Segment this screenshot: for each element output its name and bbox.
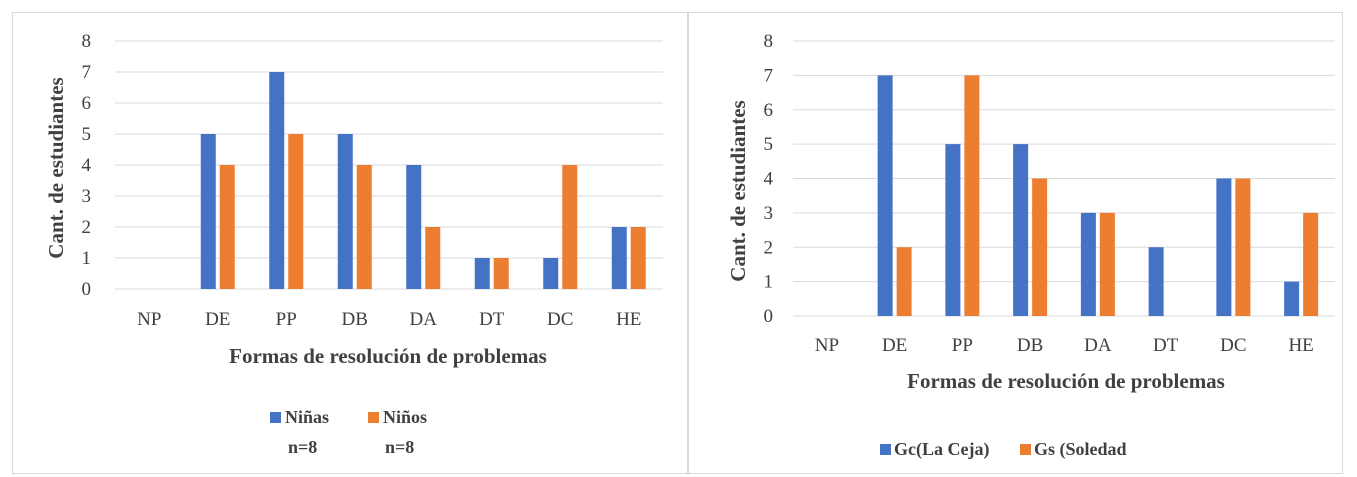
y-axis-title: Cant. de estudiantes (726, 100, 750, 281)
bar-series-2 (356, 165, 372, 289)
y-tick-label: 1 (82, 248, 92, 269)
x-tick-label: NP (137, 309, 161, 330)
chart-right: 0 1 2 3 4 5 6 7 8 NP DE PP DB DA DT DC HE Cant. de estu… (726, 31, 1335, 460)
legend-swatch-series-2 (1020, 444, 1031, 455)
bar-series-1 (1284, 281, 1300, 316)
x-tick-label: DA (410, 309, 438, 330)
x-tick-label: HE (1288, 335, 1313, 356)
legend-swatch-series-2 (368, 412, 379, 423)
bar-series-1 (543, 258, 559, 289)
x-tick-label: DC (547, 309, 573, 330)
x-tick-label: NP (815, 335, 839, 356)
bar-series-2 (1032, 178, 1048, 316)
y-axis-title: Cant. de estudiantes (44, 77, 68, 258)
chart-left: 0 1 2 3 4 5 6 7 8 NP DE PP DB DA DT DC HE Cant. de estu… (44, 31, 663, 457)
bar-series-2 (493, 258, 509, 289)
legend-label-series-1: Gc(La Ceja) (894, 439, 989, 460)
bar-series-2 (1303, 212, 1319, 316)
chart-panel-left: 0 1 2 3 4 5 6 7 8 NP DE PP DB DA DT DC HE Cant. de estu… (12, 12, 688, 474)
bar-series-1 (1216, 178, 1232, 316)
bar-series-1 (1148, 247, 1164, 316)
legend-swatch-series-1 (270, 412, 281, 423)
x-tick-label: DA (1084, 335, 1112, 356)
x-tick-label: DB (342, 309, 368, 330)
x-tick-label: DT (479, 309, 505, 330)
y-tick-label: 7 (82, 62, 92, 83)
x-tick-label: DB (1017, 335, 1043, 356)
y-tick-label: 0 (82, 279, 92, 300)
y-tick-label: 4 (764, 169, 774, 190)
legend-sublabel-series-1: n=8 (288, 437, 317, 457)
legend-sublabel-series-2: n=8 (385, 437, 414, 457)
chart-panel-right: 0 1 2 3 4 5 6 7 8 NP DE PP DB DA DT DC HE Cant. de estu… (688, 12, 1343, 474)
bar-series-1 (611, 227, 627, 289)
y-tick-label: 3 (82, 186, 92, 207)
legend: Gc(La Ceja) Gs (Soledad (880, 439, 1127, 460)
y-tick-label: 8 (82, 31, 92, 52)
bar-series-2 (964, 75, 980, 316)
bar-series-1 (1013, 144, 1029, 316)
legend-label-series-2: Niños (383, 407, 427, 427)
bar-series-1 (337, 134, 353, 289)
y-tick-label: 2 (82, 217, 92, 238)
y-tick-label: 5 (764, 134, 774, 155)
bar-series-1 (200, 134, 216, 289)
legend-label-series-1: Niñas (285, 407, 329, 427)
bar-series-2 (1235, 178, 1251, 316)
bar-series-2 (1099, 212, 1115, 316)
y-tick-label: 4 (82, 155, 92, 176)
bar-series-1 (406, 165, 422, 289)
bar-series-2 (425, 227, 441, 289)
y-tick-label: 6 (764, 100, 774, 121)
bar-series-2 (896, 247, 912, 316)
legend: Niñas n=8 Niños n=8 (270, 407, 427, 457)
y-tick-label: 1 (764, 272, 774, 293)
y-tick-label: 3 (764, 203, 774, 224)
y-tick-label: 0 (764, 306, 774, 327)
bar-series-2 (219, 165, 235, 289)
bar-series-1 (877, 75, 893, 316)
legend-label-series-2: Gs (Soledad (1034, 439, 1127, 460)
bar-series-1 (474, 258, 490, 289)
y-tick-label: 7 (764, 65, 774, 86)
x-axis-title: Formas de resolución de problemas (229, 344, 547, 368)
x-tick-label: DE (882, 335, 907, 356)
x-tick-label: PP (952, 335, 973, 356)
x-tick-label: DT (1153, 335, 1179, 356)
bar-series-2 (562, 165, 578, 289)
y-tick-label: 6 (82, 93, 92, 114)
x-tick-label: PP (276, 309, 297, 330)
y-tick-label: 8 (764, 31, 774, 52)
x-tick-label: DC (1220, 335, 1246, 356)
legend-swatch-series-1 (880, 444, 891, 455)
bar-series-1 (945, 144, 961, 316)
bar-series-1 (269, 72, 285, 289)
bar-series-1 (1080, 212, 1096, 316)
y-tick-label: 5 (82, 124, 92, 145)
bar-series-2 (630, 227, 646, 289)
x-tick-label: HE (616, 309, 641, 330)
x-tick-label: DE (205, 309, 230, 330)
y-tick-label: 2 (764, 237, 774, 258)
x-axis-title: Formas de resolución de problemas (907, 369, 1225, 393)
bar-series-2 (288, 134, 304, 289)
